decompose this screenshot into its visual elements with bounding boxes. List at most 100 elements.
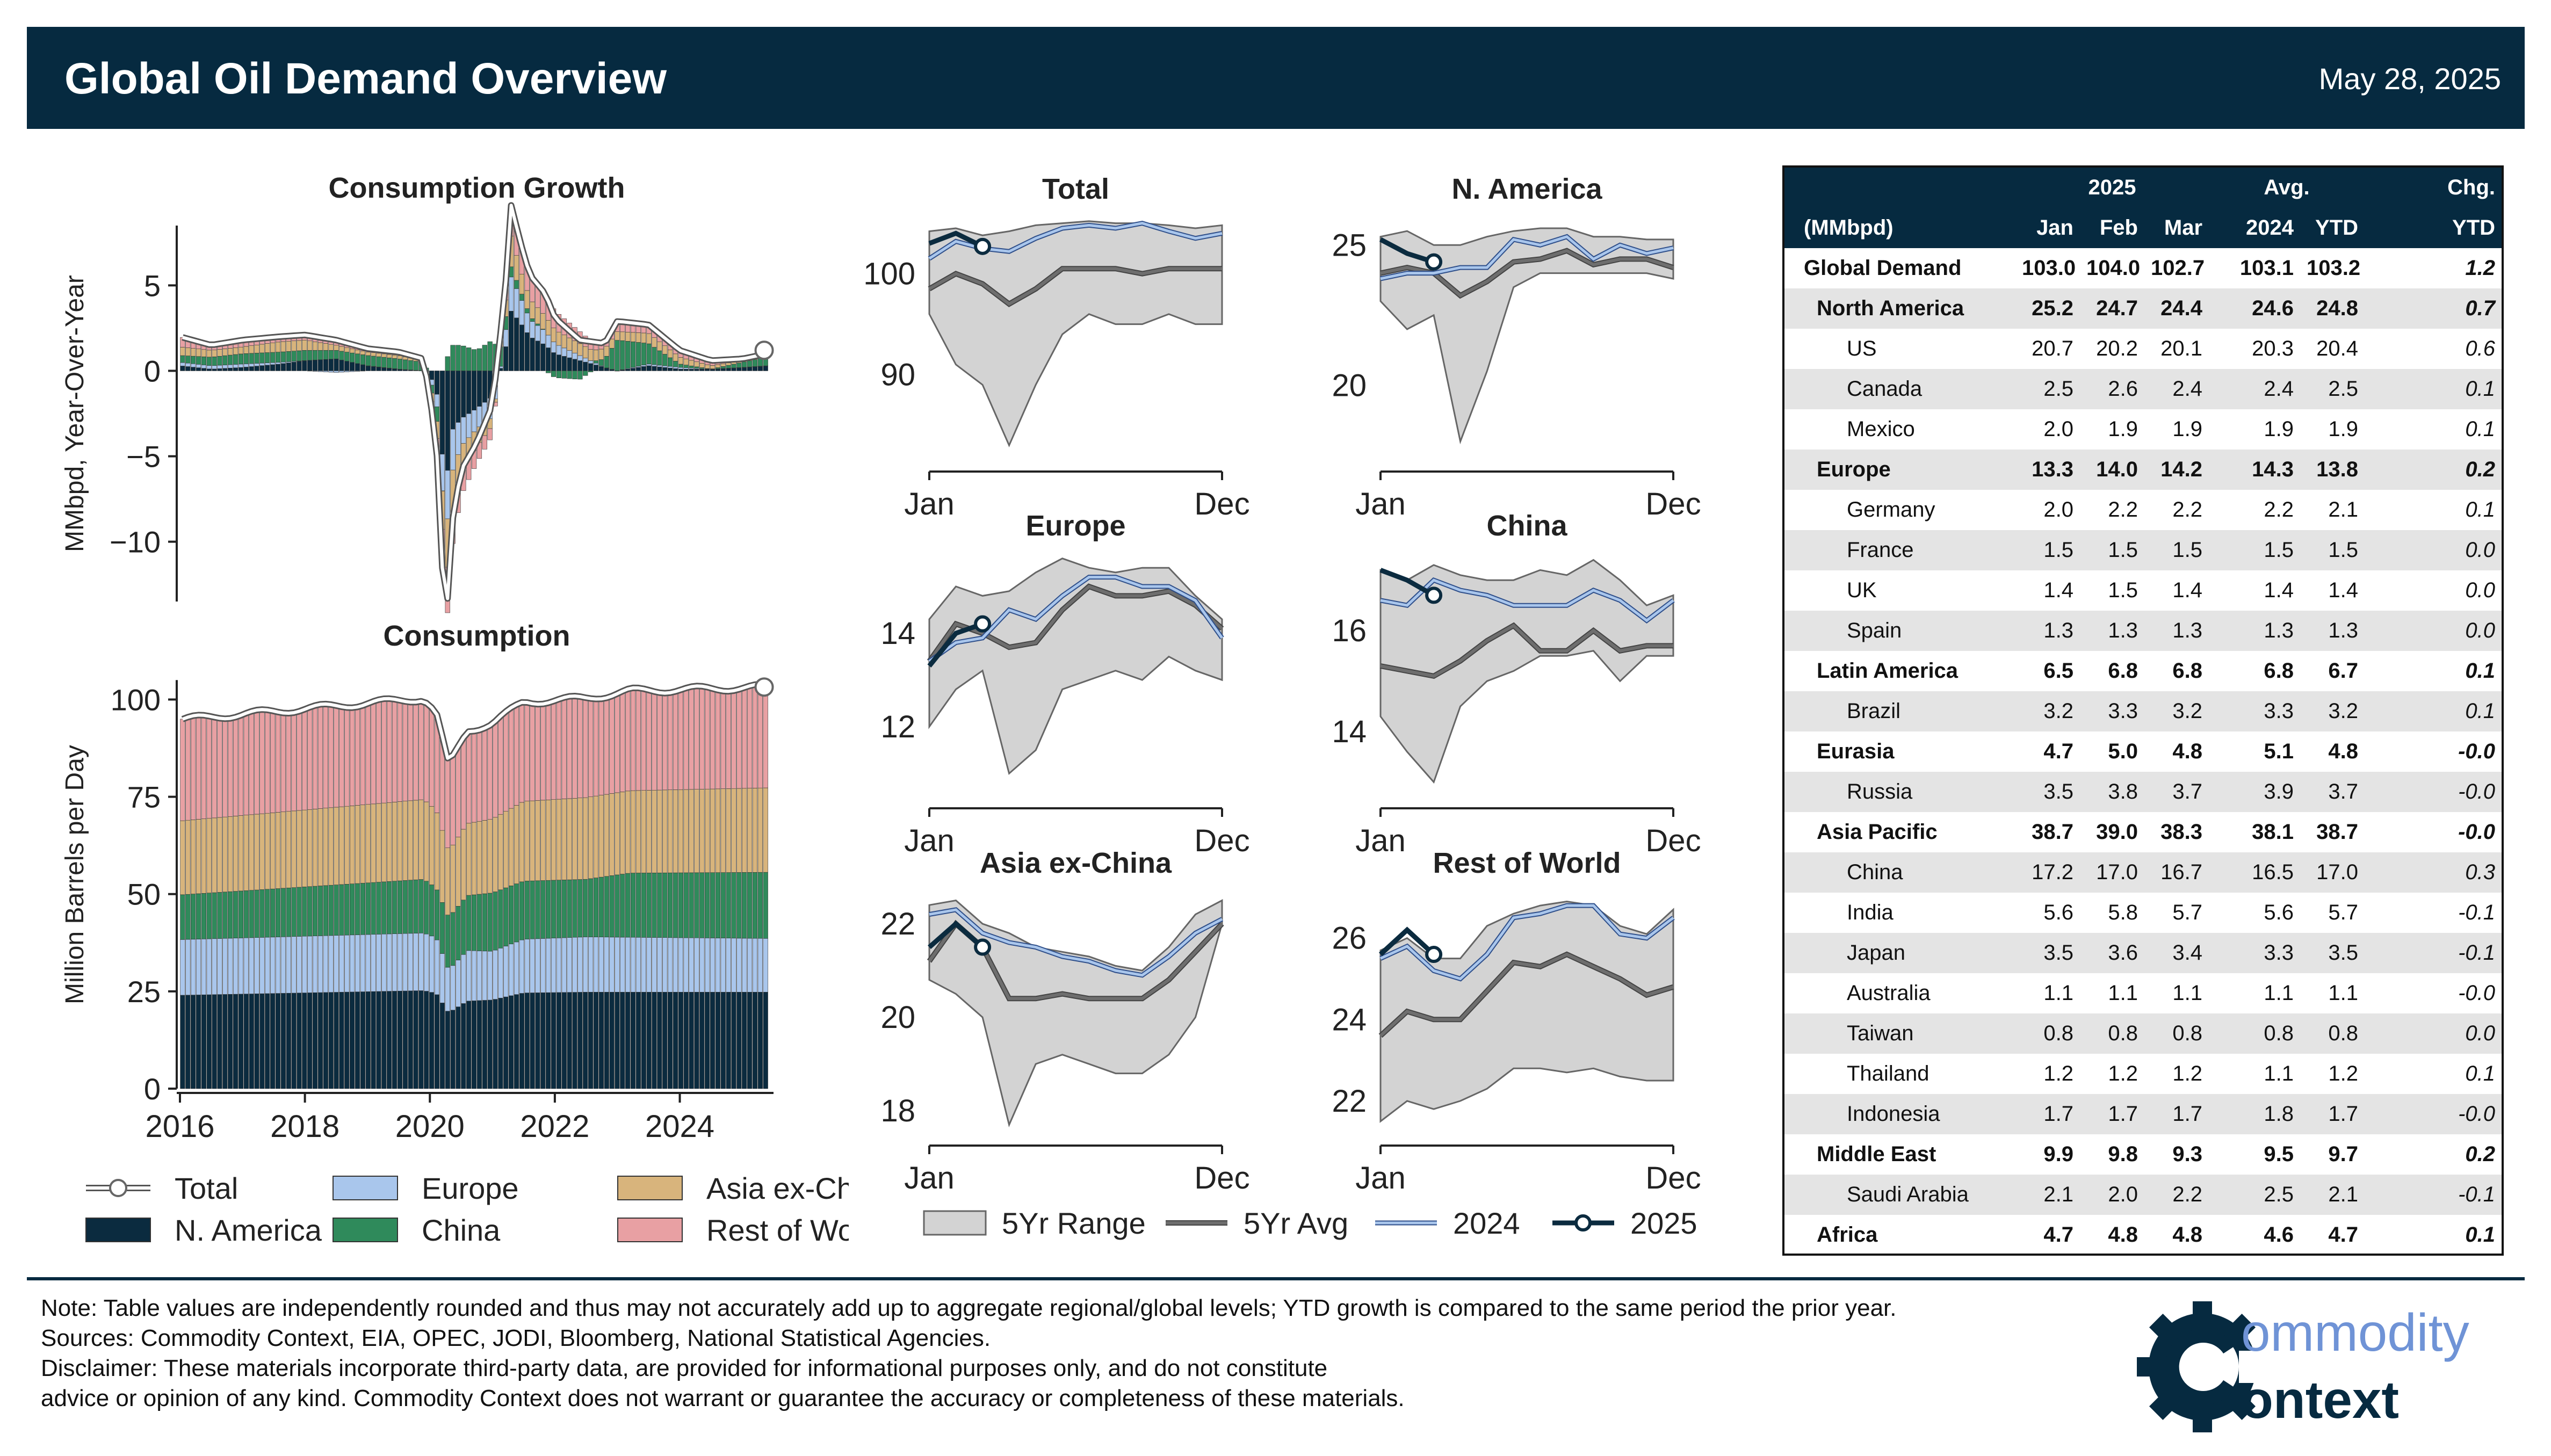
consumption-bar-europe <box>456 960 461 1007</box>
seasonal-ytick-label: 22 <box>1332 1084 1367 1119</box>
consumption-bar-europe <box>561 937 567 993</box>
consumption-bar-asia-ex-china <box>397 801 403 881</box>
consumption-bar-n-america <box>206 994 212 1089</box>
consumption-bar-europe <box>450 965 456 1011</box>
table-row: Russia 3.5 3.8 3.7 3.9 3.7 -0.0 <box>1784 772 2502 812</box>
table-cell-chg: -0.1 <box>2365 1175 2502 1215</box>
table-cell-name: Spain <box>1784 611 2015 651</box>
seasonal-xtick-label: Jan <box>904 487 955 521</box>
consumption-bar-n-america <box>620 992 625 1089</box>
consumption-bar-rest-of-world <box>742 687 747 789</box>
consumption-bar-n-america <box>191 995 196 1089</box>
consumption-bar-rest-of-world <box>556 699 562 800</box>
legend-item-total: Total <box>86 1171 238 1205</box>
growth-bar-china <box>514 280 519 289</box>
consumption-bar-china <box>238 890 244 938</box>
growth-bar-china <box>731 364 736 368</box>
consumption-bar-asia-ex-china <box>381 802 387 882</box>
consumption-bar-china <box>694 872 699 938</box>
consumption-bar-china <box>498 889 503 948</box>
table-cell-feb: 1.2 <box>2108 1062 2138 1085</box>
table-cell-y2024: 14.3 <box>2209 450 2301 490</box>
table-cell-mar: 3.2 <box>2144 691 2209 731</box>
growth-bar-china <box>567 371 572 379</box>
table-cell-y2024: 1.1 <box>2264 981 2294 1005</box>
main-legend: Total N. America Europe China Asia ex-China R… <box>85 1171 849 1247</box>
growth-bar-europe <box>265 363 270 366</box>
consumption-bar-n-america <box>270 993 276 1089</box>
table-cell-chg: 0.0 <box>2365 530 2502 570</box>
growth-bar-asia-ex-china <box>307 341 313 351</box>
growth-bar-europe <box>519 300 524 325</box>
consumption-bar-rest-of-world <box>577 696 583 799</box>
growth-bar-europe <box>445 470 450 519</box>
consumption-bar-europe <box>418 933 424 991</box>
table-cell-mar: 1.4 <box>2172 578 2203 602</box>
consumption-bar-europe <box>312 936 318 993</box>
consumption-bar-europe <box>583 937 588 993</box>
consumption-bar-n-america <box>350 991 355 1089</box>
consumption-bar-china <box>418 879 424 933</box>
consumption-bar-rest-of-world <box>546 702 551 800</box>
growth-bar-china <box>365 355 371 366</box>
consumption-bar-n-america <box>265 993 270 1089</box>
growth-bar-europe <box>196 364 201 368</box>
seasonal-xtick-label: Jan <box>1355 823 1406 858</box>
consumption-bar-europe <box>503 946 509 997</box>
table-row: Japan 3.5 3.6 3.4 3.3 3.5 -0.1 <box>1784 933 2502 973</box>
table-cell-ytd: 1.4 <box>2328 578 2359 602</box>
consumption-bar-china <box>763 872 768 939</box>
consumption-bar-china <box>535 880 540 939</box>
table-cell-mar: 2.2 <box>2172 498 2203 521</box>
consumption-bar-europe <box>736 938 742 993</box>
table-cell-jan: 103.0 <box>2022 256 2076 280</box>
table-row: Eurasia 4.7 5.0 4.8 5.1 4.8 -0.0 <box>1784 731 2502 772</box>
consumption-bar-europe <box>625 937 631 993</box>
consumption-bar-rest-of-world <box>726 691 731 789</box>
table-cell-name: Thailand <box>1847 1062 1929 1085</box>
consumption-bar-asia-ex-china <box>667 789 673 873</box>
consumption-bar-europe <box>667 937 673 993</box>
growth-bar-china <box>302 350 307 361</box>
growth-bar-europe <box>567 350 572 358</box>
table-cell-chg: 0.7 <box>2365 288 2502 329</box>
consumption-bar-china <box>567 879 572 938</box>
header-bar: Global Oil Demand Overview May 28, 2025 <box>27 27 2525 129</box>
seasonal-2025-line <box>1379 237 1435 264</box>
consumption-bar-rest-of-world <box>429 707 435 807</box>
consumption-bar-china <box>577 879 583 938</box>
consumption-bar-n-america <box>715 992 721 1089</box>
growth-bar-n-america <box>567 357 572 371</box>
consumption-bar-china <box>609 875 615 938</box>
growth-bar-asia-ex-china <box>350 348 355 353</box>
consumption-bar-europe <box>683 937 689 993</box>
table-cell-feb: 39.0 <box>2096 820 2138 844</box>
consumption-bar-rest-of-world <box>604 698 609 795</box>
consumption-bar-asia-ex-china <box>694 789 699 873</box>
seasonal-title: Asia ex-China <box>980 847 1172 879</box>
consumption-bar-asia-ex-china <box>280 812 286 889</box>
consumption-bar-n-america <box>567 992 572 1089</box>
header-avg: Avg. <box>2209 168 2365 208</box>
growth-bar-china <box>635 342 641 367</box>
legend-swatch-china <box>333 1218 398 1242</box>
consumption-bar-asia-ex-china <box>439 830 445 903</box>
consumption-bar-europe <box>635 937 641 993</box>
table-cell-mar: 2.2 <box>2144 1175 2209 1215</box>
consumption-bar-rest-of-world <box>615 693 620 793</box>
consumption-bar-china <box>424 881 429 935</box>
seasonal-2025-endpoint <box>974 938 992 956</box>
growth-bar-asia-ex-china <box>588 349 594 361</box>
seasonal-legend-label-y2024: 2024 <box>1453 1206 1520 1240</box>
table-cell-jan: 1.1 <box>2043 981 2073 1005</box>
consumption-bar-rest-of-world <box>731 690 736 789</box>
consumption-bar-china <box>519 881 524 940</box>
table-row: North America 25.2 24.7 24.4 24.6 24.8 0.7 <box>1784 288 2502 329</box>
header-2024: 2024 <box>2209 208 2301 248</box>
table-cell-ytd: 2.1 <box>2300 1175 2365 1215</box>
consumption-bar-china <box>699 872 705 938</box>
consumption-bar-china <box>270 888 276 938</box>
table-cell-mar: 3.7 <box>2144 772 2209 812</box>
growth-bar-china <box>238 353 244 365</box>
table-cell-mar: 4.8 <box>2172 1223 2203 1247</box>
